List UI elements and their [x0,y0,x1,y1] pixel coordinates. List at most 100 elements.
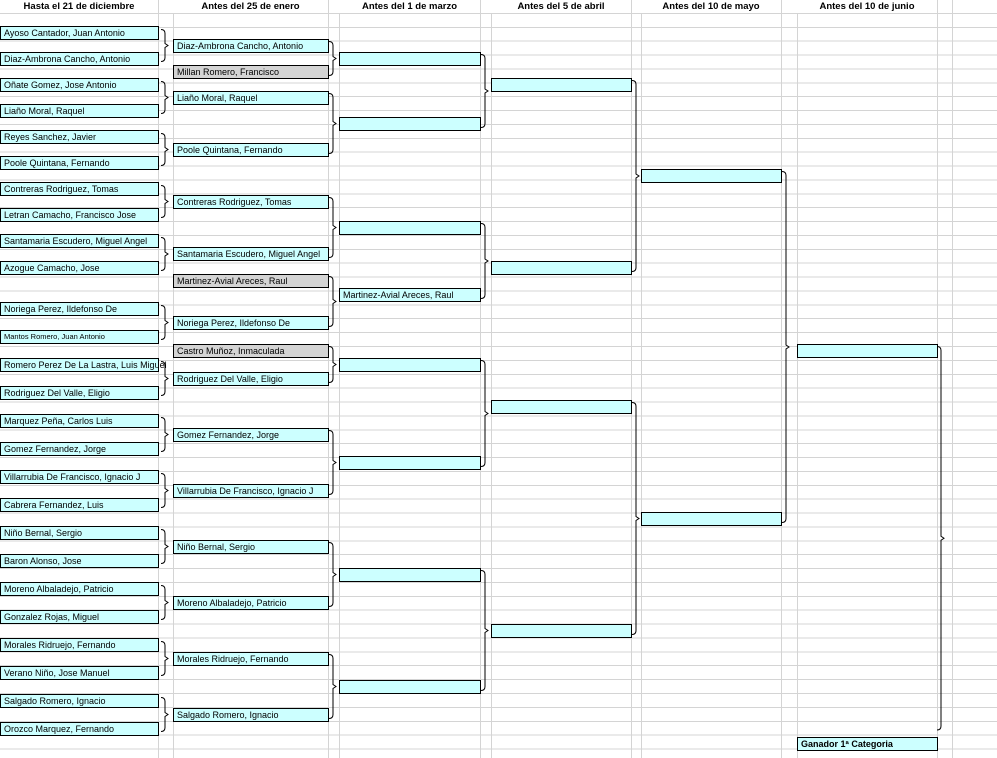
round-header: Antes del 25 de enero [173,0,328,13]
bracket-brace [160,641,169,676]
round-3-player-cell[interactable] [339,568,481,582]
round-1-player-cell[interactable]: Liaño Moral, Raquel [0,104,159,118]
column-gridline [480,0,481,758]
round-3-player-cell[interactable]: Martinez-Avial Areces, Raul [339,288,481,302]
round-1-player-cell[interactable]: Santamaria Escudero, Miguel Angel [0,234,159,248]
bracket-brace [631,80,640,272]
bracket-brace [480,54,489,128]
round-1-player-cell[interactable]: Romero Perez De La Lastra, Luis Miguel [0,358,167,372]
round-2-player-cell[interactable]: Gomez Fernandez, Jorge [173,428,329,442]
round-2-player-cell[interactable]: Castro Muñoz, Inmaculada [173,344,329,358]
bracket-brace [631,402,640,635]
round-header: Antes del 10 de mayo [641,0,781,13]
column-gridline [952,0,953,758]
bracket-brace [160,529,169,564]
round-1-player-cell[interactable]: Contreras Rodriguez, Tomas [0,182,159,196]
round-3-player-cell[interactable] [339,221,481,235]
column-gridline [631,0,632,758]
round-2-player-cell[interactable]: Millan Romero, Francisco [173,65,329,79]
round-header: Hasta el 21 de diciembre [0,0,158,13]
round-3-player-cell[interactable] [339,358,481,372]
round-2-player-cell[interactable]: Santamaria Escudero, Miguel Angel [173,247,329,261]
column-gridline [937,0,938,758]
round-1-player-cell[interactable]: Baron Alonso, Jose [0,554,159,568]
round-2-player-cell[interactable]: Noriega Perez, Ildefonso De [173,316,329,330]
round-1-player-cell[interactable]: Orozco Marquez, Fernando [0,722,159,736]
round-4-player-cell[interactable] [491,78,632,92]
round-1-player-cell[interactable]: Letran Camacho, Francisco Jose [0,208,159,222]
bracket-brace [160,29,169,62]
round-2-player-cell[interactable]: Poole Quintana, Fernando [173,143,329,157]
bracket-brace [160,81,169,114]
bracket-brace [160,585,169,620]
round-3-player-cell[interactable] [339,456,481,470]
round-2-player-cell[interactable]: Moreno Albaladejo, Patricio [173,596,329,610]
round-4-player-cell[interactable] [491,261,632,275]
column-gridline [158,0,159,758]
round-3-player-cell[interactable] [339,680,481,694]
round-header: Antes del 1 de marzo [339,0,480,13]
round-1-player-cell[interactable]: Salgado Romero, Ignacio [0,694,159,708]
round-1-player-cell[interactable]: Azogue Camacho, Jose [0,261,159,275]
round-1-player-cell[interactable]: Reyes Sanchez, Javier [0,130,159,144]
round-2-player-cell[interactable]: Niño Bernal, Sergio [173,540,329,554]
round-3-player-cell[interactable] [339,117,481,131]
round-2-player-cell[interactable]: Morales Ridruejo, Fernando [173,652,329,666]
bracket-brace [328,93,337,154]
round-2-player-cell[interactable]: Contreras Rodriguez, Tomas [173,195,329,209]
bracket-brace [160,361,169,396]
round-2-player-cell[interactable]: Villarrubia De Francisco, Ignacio J [173,484,329,498]
column-gridline [781,0,782,758]
round-1-player-cell[interactable]: Mantos Romero, Juan Antonio [0,330,159,344]
round-1-player-cell[interactable]: Verano Niño, Jose Manuel [0,666,159,680]
round-2-player-cell[interactable]: Diaz-Ambrona Cancho, Antonio [173,39,329,53]
bracket-brace [328,197,337,258]
round-1-player-cell[interactable]: Oñate Gomez, Jose Antonio [0,78,159,92]
round-2-player-cell[interactable]: Salgado Romero, Ignacio [173,708,329,722]
round-1-player-cell[interactable]: Poole Quintana, Fernando [0,156,159,170]
round-1-player-cell[interactable]: Gomez Fernandez, Jorge [0,442,159,456]
bracket-brace [480,223,489,299]
bracket-brace [480,570,489,691]
column-gridline [491,0,492,758]
round-1-player-cell[interactable]: Villarrubia De Francisco, Ignacio J [0,470,159,484]
bracket-brace [160,185,169,218]
winner-label: Ganador 1ª Categoria [797,737,938,751]
round-1-player-cell[interactable]: Moreno Albaladejo, Patricio [0,582,159,596]
round-6-player-cell[interactable] [797,344,938,358]
bracket-brace [160,133,169,166]
round-5-player-cell[interactable] [641,512,782,526]
round-2-player-cell[interactable]: Rodriguez Del Valle, Eligio [173,372,329,386]
column-gridline [641,0,642,758]
round-4-player-cell[interactable] [491,400,632,414]
round-1-player-cell[interactable]: Rodriguez Del Valle, Eligio [0,386,159,400]
bracket-brace [160,697,169,732]
bracket-brace [480,360,489,467]
round-5-player-cell[interactable] [641,169,782,183]
bracket-brace [160,305,169,340]
round-1-player-cell[interactable]: Ayoso Cantador, Juan Antonio [0,26,159,40]
round-1-player-cell[interactable]: Marquez Peña, Carlos Luis [0,414,159,428]
round-1-player-cell[interactable]: Gonzalez Rojas, Miguel [0,610,159,624]
round-3-player-cell[interactable] [339,52,481,66]
column-gridline [339,0,340,758]
round-1-player-cell[interactable]: Diaz-Ambrona Cancho, Antonio [0,52,159,66]
bracket-brace [328,542,337,607]
round-1-player-cell[interactable]: Cabrera Fernandez, Luis [0,498,159,512]
bracket-brace [328,276,337,327]
round-1-player-cell[interactable]: Morales Ridruejo, Fernando [0,638,159,652]
round-1-player-cell[interactable]: Niño Bernal, Sergio [0,526,159,540]
round-header: Antes del 10 de junio [797,0,937,13]
round-1-player-cell[interactable]: Noriega Perez, Ildefonso De [0,302,159,316]
bracket-brace [160,237,169,271]
bracket-brace [328,346,337,383]
round-2-player-cell[interactable]: Liaño Moral, Raquel [173,91,329,105]
column-gridline [797,0,798,758]
bracket-brace [160,473,169,508]
bracket-brace [781,171,790,523]
round-header: Antes del 5 de abril [491,0,631,13]
round-2-player-cell[interactable]: Martinez-Avial Areces, Raul [173,274,329,288]
round-4-player-cell[interactable] [491,624,632,638]
